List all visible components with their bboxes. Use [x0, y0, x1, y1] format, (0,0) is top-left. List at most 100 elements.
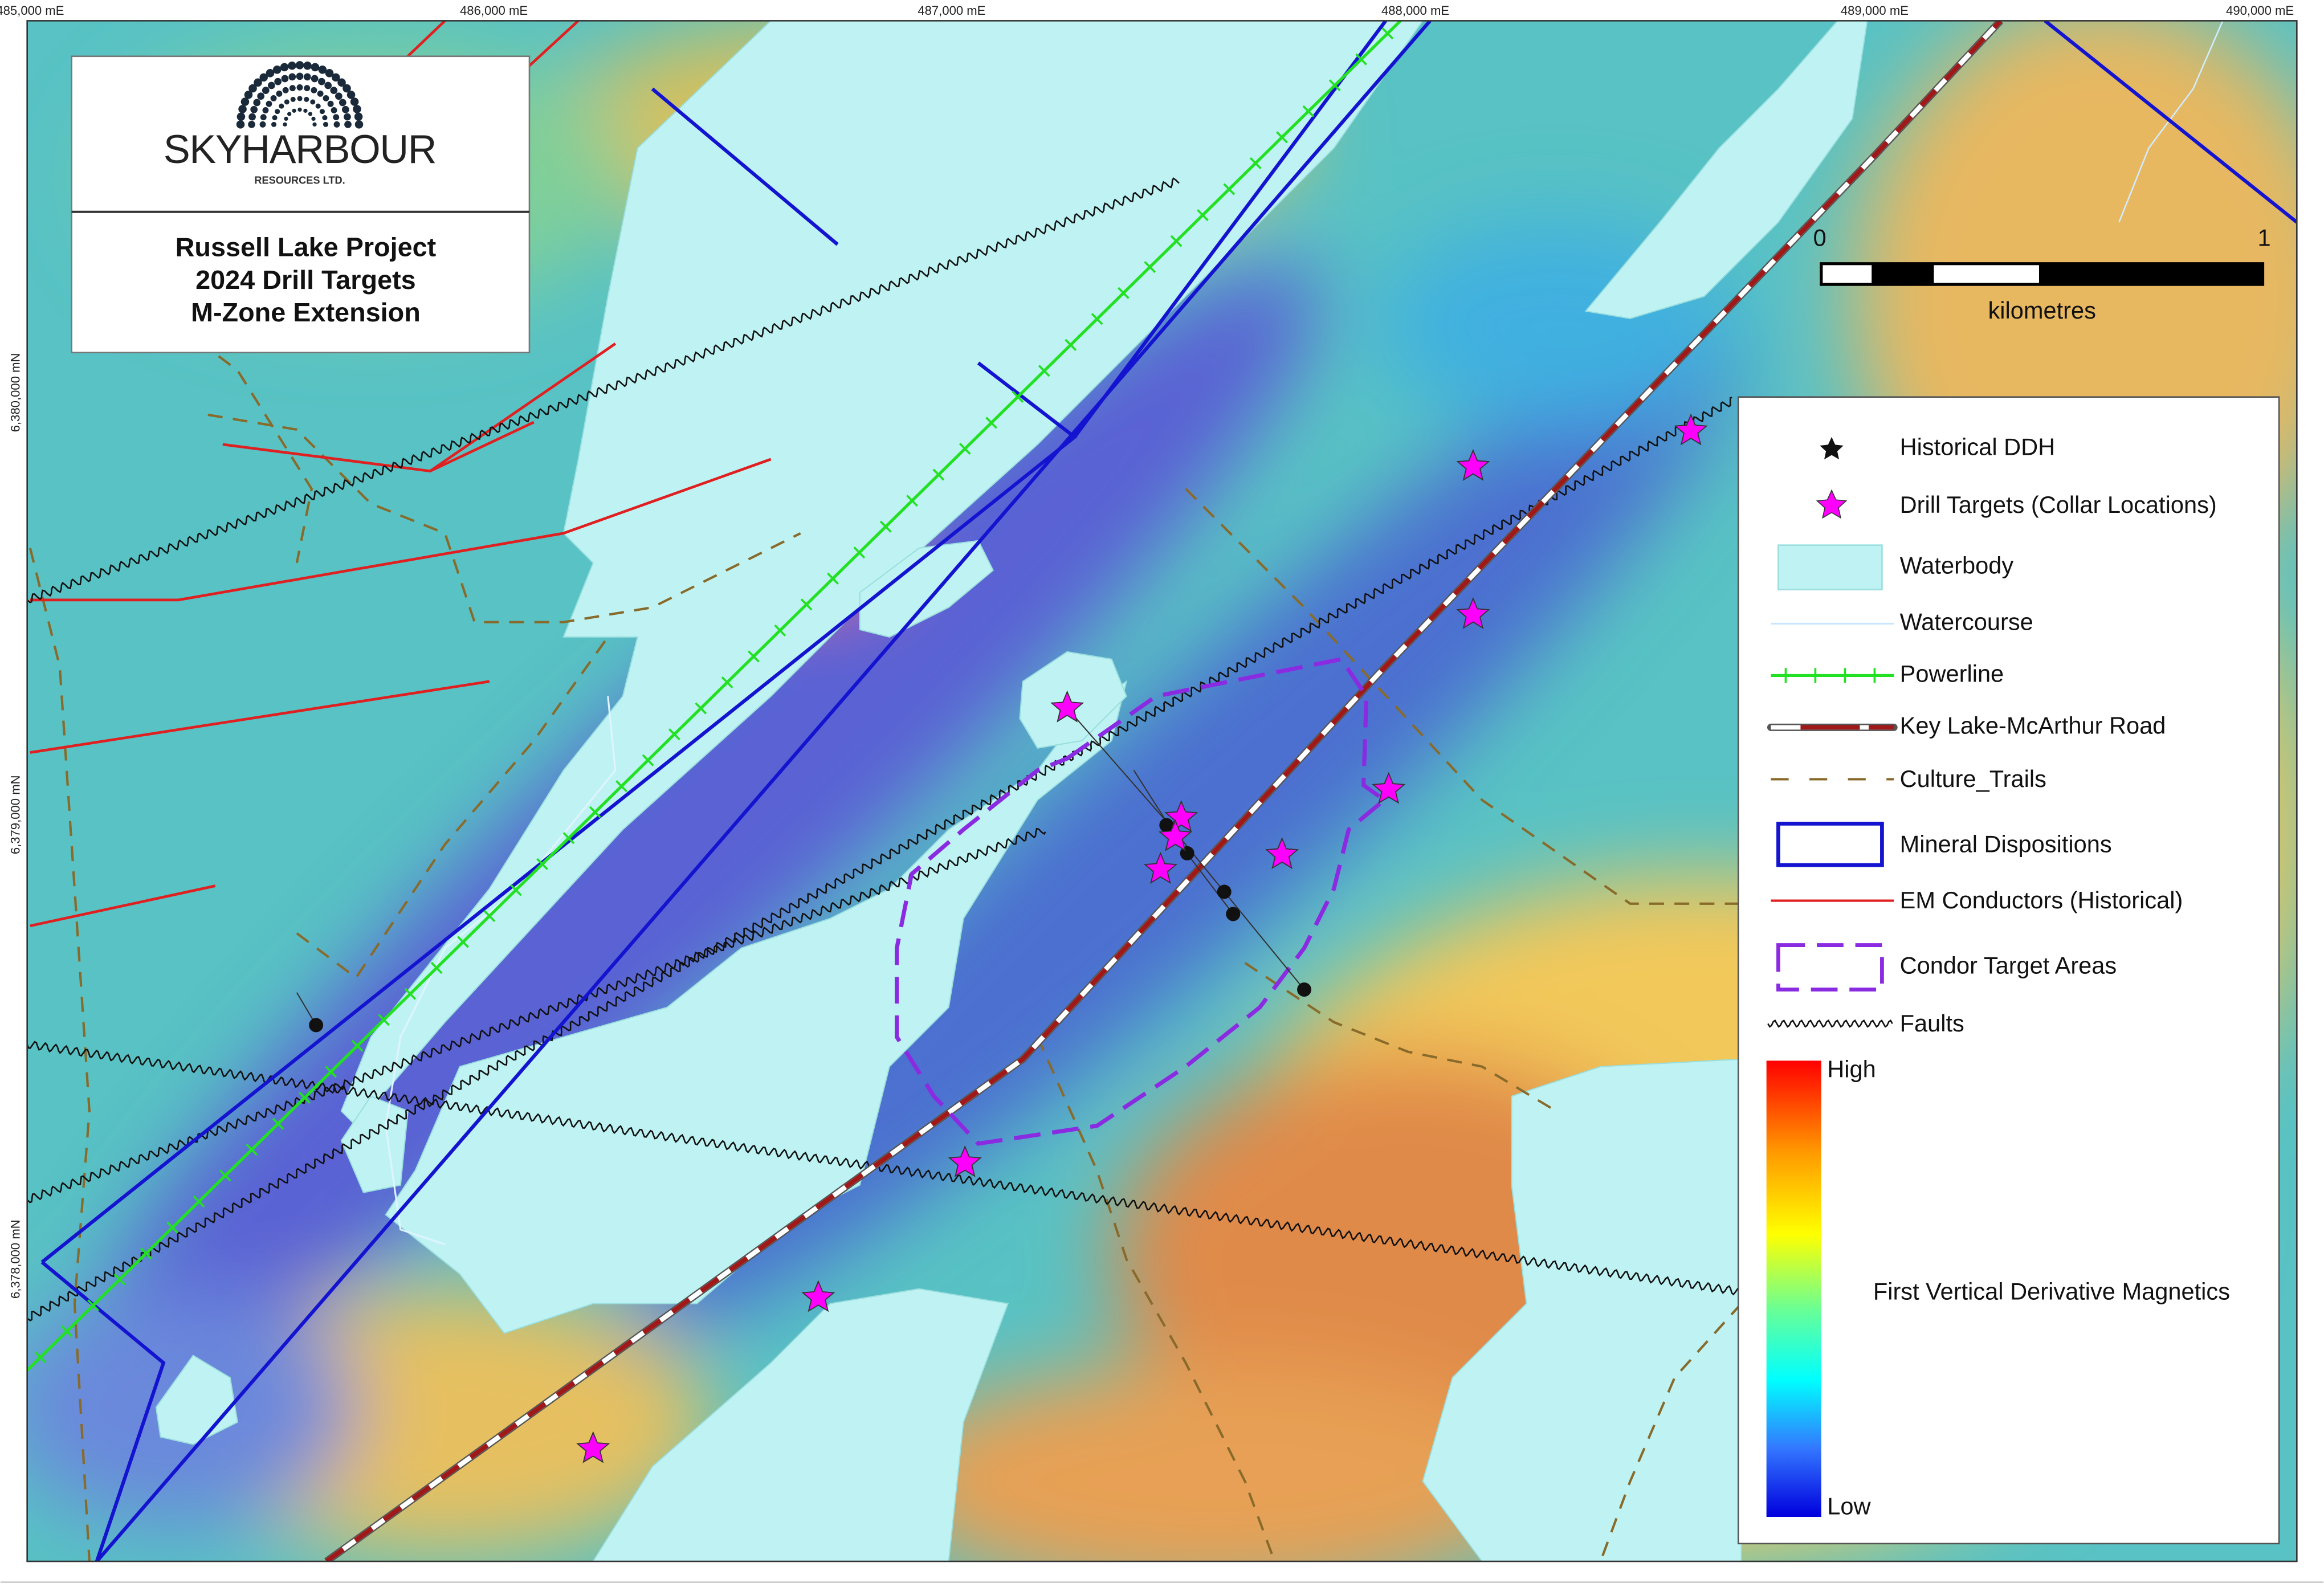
faults — [27, 177, 1742, 1321]
logo-mark — [236, 61, 364, 129]
drill-target — [801, 1280, 835, 1312]
logo-dot — [332, 73, 340, 82]
powerline-tick — [509, 884, 522, 896]
legend-symbol — [1767, 1019, 1893, 1028]
watercourse — [2118, 21, 2224, 223]
logo-dot — [266, 69, 275, 77]
powerline-tick — [748, 650, 760, 663]
logo-dot — [303, 61, 312, 70]
scale-start: 0 — [1813, 225, 1826, 251]
powerline-tick — [853, 546, 866, 559]
key-lake-mcarthur-road — [324, 21, 2004, 1562]
logo-dot — [344, 120, 352, 128]
logo-dot — [331, 107, 337, 113]
scale-end: 1 — [2258, 225, 2271, 251]
logo-dot — [284, 116, 288, 121]
logo-dot — [335, 92, 343, 100]
powerline-tick — [668, 728, 680, 741]
logo-dot — [318, 77, 325, 85]
logo-name: SKYHARBOUR — [164, 127, 436, 172]
powerline-tick — [34, 1351, 47, 1364]
logo-dot — [344, 113, 351, 121]
logo-dot — [275, 109, 280, 115]
x-coord-label: 490,000 mE — [2226, 3, 2294, 18]
logo-dot — [318, 66, 327, 74]
logo-dot — [311, 116, 316, 121]
scale-bar: 0 1 kilometres — [1813, 225, 2271, 324]
powerline-tick — [430, 962, 443, 974]
logo-dot — [317, 90, 324, 97]
logo-dot — [271, 121, 277, 127]
logo-dot — [346, 91, 356, 99]
powerline-tick — [1302, 105, 1315, 117]
logo-dot — [297, 107, 302, 112]
powerline-tick — [1276, 131, 1288, 144]
ddh-collar — [1297, 982, 1312, 997]
drill-target — [1143, 852, 1177, 884]
logo-dot — [250, 105, 258, 113]
legend-label: Drill Targets (Collar Locations) — [1900, 491, 2217, 518]
logo-dot — [312, 122, 317, 127]
logo-dot — [323, 121, 329, 127]
powerline-tick — [615, 780, 628, 793]
logo-dot — [240, 97, 250, 106]
powerline-tick — [589, 806, 601, 818]
legend-symbol — [1777, 544, 1883, 590]
powerline-tick — [483, 909, 496, 923]
logo-dot — [353, 105, 361, 113]
logo-dot — [325, 69, 334, 77]
ddh-collar — [1159, 818, 1174, 833]
condor-target-area — [895, 656, 1388, 1146]
logo-dot — [280, 63, 289, 72]
powerline-tick — [1328, 79, 1341, 92]
powerline — [27, 21, 1402, 1372]
x-coord-label: 486,000 mE — [460, 3, 528, 18]
ddh-collar — [1226, 907, 1241, 921]
powerline-tick — [562, 832, 575, 845]
fault — [27, 177, 1180, 603]
ramp-title: First Vertical Derivative Magnetics — [1873, 1278, 2230, 1304]
logo-dot — [290, 96, 296, 102]
x-coord-label: 489,000 mE — [1841, 3, 1909, 18]
y-coord-label: 6,379,000 mN — [9, 775, 23, 854]
waterbodies — [155, 21, 1868, 1562]
drill-target — [1372, 772, 1406, 804]
logo-dot — [304, 96, 309, 102]
logo-dot — [248, 120, 255, 128]
ramp-low-label: Low — [1827, 1492, 1871, 1519]
logo-dot — [274, 77, 282, 85]
drill-target — [1050, 690, 1084, 723]
logo-dot — [296, 72, 304, 80]
logo-dot — [288, 61, 296, 70]
powerline-tick — [1249, 157, 1262, 169]
logo-dot — [272, 115, 278, 121]
drill-target — [948, 1145, 982, 1177]
legend-label: Culture_Trails — [1900, 765, 2046, 792]
scale-unit: kilometres — [1988, 297, 2095, 324]
powerline-tick — [298, 1091, 311, 1104]
fault — [27, 397, 1732, 1321]
powerline-tick — [1144, 261, 1156, 274]
powerline-tick — [351, 1039, 364, 1052]
ddh-collar — [309, 1018, 324, 1033]
logo-dot — [303, 73, 311, 81]
logo-dot — [244, 91, 253, 99]
powerline-tick — [378, 1014, 390, 1026]
powerline-tick — [1355, 53, 1367, 66]
logo-dot — [354, 120, 364, 129]
logo-dot — [248, 113, 256, 121]
legend-symbol — [1771, 668, 1894, 683]
logo-dot — [323, 95, 329, 101]
logo-dot — [262, 107, 269, 113]
powerline-tick — [113, 1273, 126, 1286]
logo-dot — [260, 114, 267, 121]
powerline-tick — [642, 754, 654, 766]
logo-dot — [267, 81, 275, 89]
logo-dot — [281, 75, 289, 83]
logo-dot — [282, 87, 289, 93]
logo-dot — [310, 99, 316, 105]
powerline-tick — [60, 1325, 73, 1337]
powerline-tick — [246, 1143, 258, 1156]
historical-ddh — [309, 818, 1312, 1033]
